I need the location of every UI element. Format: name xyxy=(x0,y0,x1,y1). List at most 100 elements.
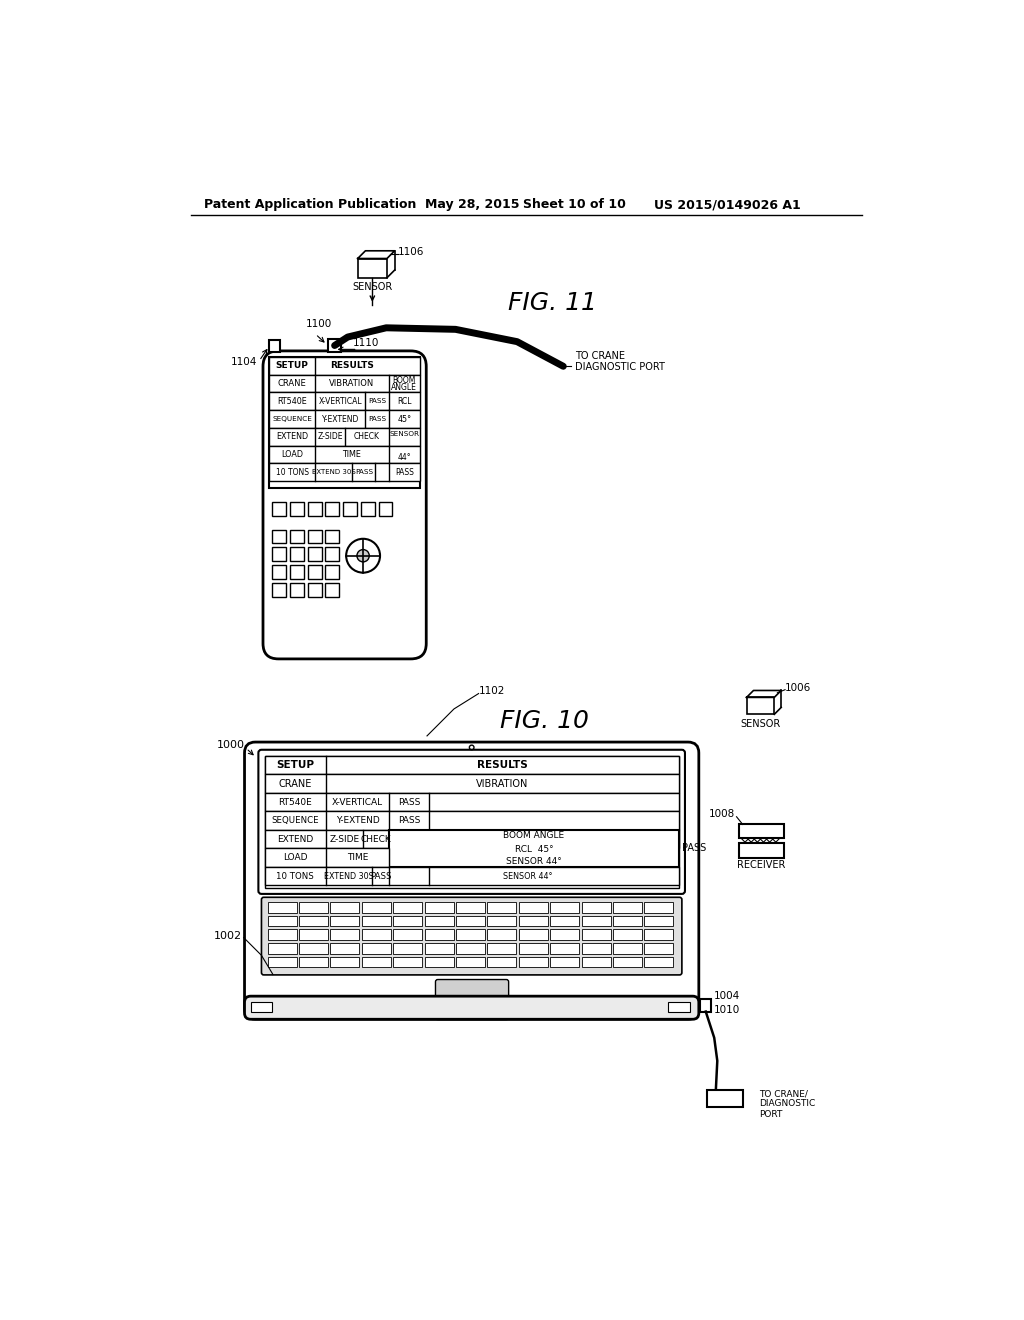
Bar xyxy=(582,902,610,912)
Bar xyxy=(272,502,286,516)
Text: US 2015/0149026 A1: US 2015/0149026 A1 xyxy=(654,198,801,211)
Bar xyxy=(264,867,679,886)
Bar xyxy=(326,565,339,578)
FancyBboxPatch shape xyxy=(435,979,509,1019)
Bar xyxy=(299,942,328,953)
Bar xyxy=(269,358,420,488)
Circle shape xyxy=(357,549,370,562)
Bar xyxy=(487,942,516,953)
Bar xyxy=(264,756,679,775)
Bar xyxy=(613,902,642,912)
Bar xyxy=(425,902,454,912)
Bar xyxy=(331,957,359,968)
Text: RESULTS: RESULTS xyxy=(477,760,527,770)
Text: RCL  45°: RCL 45° xyxy=(515,845,553,854)
Text: EXTEND: EXTEND xyxy=(278,834,313,843)
Bar xyxy=(331,942,359,953)
Bar xyxy=(343,502,357,516)
Bar xyxy=(264,830,679,849)
Text: RECEIVER: RECEIVER xyxy=(737,861,785,870)
FancyBboxPatch shape xyxy=(258,750,685,894)
Text: May 28, 2015: May 28, 2015 xyxy=(425,198,520,211)
Text: CRANE: CRANE xyxy=(279,779,312,788)
Bar xyxy=(519,957,548,968)
Bar xyxy=(389,830,679,867)
Bar xyxy=(393,929,422,940)
Text: PASS: PASS xyxy=(398,797,421,807)
Bar xyxy=(425,942,454,953)
Bar xyxy=(267,902,297,912)
Bar xyxy=(739,843,783,858)
Text: EXTEND 30S: EXTEND 30S xyxy=(312,469,355,475)
Bar xyxy=(326,582,339,597)
Text: BOOM: BOOM xyxy=(392,376,416,385)
Text: RT540E: RT540E xyxy=(279,797,312,807)
Text: CHECK: CHECK xyxy=(360,834,391,843)
Bar xyxy=(326,502,339,516)
Text: 1002: 1002 xyxy=(214,931,243,941)
Bar xyxy=(299,902,328,912)
Text: FIG. 10: FIG. 10 xyxy=(500,709,589,733)
Text: 1100: 1100 xyxy=(306,319,333,329)
Text: TO CRANE/
DIAGNOSTIC
PORT: TO CRANE/ DIAGNOSTIC PORT xyxy=(759,1089,815,1119)
FancyBboxPatch shape xyxy=(245,742,698,1019)
Bar xyxy=(269,375,420,392)
Text: SENSOR: SENSOR xyxy=(389,430,419,437)
Bar xyxy=(269,411,420,428)
Text: 1010: 1010 xyxy=(714,1005,740,1015)
Bar xyxy=(269,358,420,375)
Bar xyxy=(393,916,422,927)
Bar xyxy=(269,392,420,411)
Bar xyxy=(326,548,339,561)
Bar xyxy=(357,259,387,277)
Text: SENSOR: SENSOR xyxy=(740,718,780,729)
Bar xyxy=(269,446,420,463)
Text: Sheet 10 of 10: Sheet 10 of 10 xyxy=(523,198,626,211)
FancyBboxPatch shape xyxy=(245,997,698,1019)
Text: SEQUENCE: SEQUENCE xyxy=(271,816,319,825)
Text: TIME: TIME xyxy=(342,450,361,459)
Bar xyxy=(361,916,391,927)
Bar xyxy=(269,463,420,480)
Text: PASS: PASS xyxy=(354,469,373,475)
Text: CRANE: CRANE xyxy=(278,379,306,388)
Bar xyxy=(299,916,328,927)
Bar xyxy=(267,942,297,953)
Bar xyxy=(307,548,322,561)
Bar xyxy=(707,1090,743,1107)
Bar xyxy=(519,942,548,953)
Bar xyxy=(290,502,304,516)
Bar xyxy=(290,582,304,597)
FancyBboxPatch shape xyxy=(263,351,426,659)
Bar xyxy=(644,942,674,953)
Bar xyxy=(361,957,391,968)
Bar xyxy=(264,812,679,830)
Bar xyxy=(272,529,286,544)
FancyBboxPatch shape xyxy=(261,898,682,975)
Bar xyxy=(487,957,516,968)
Bar xyxy=(267,957,297,968)
Text: EXTEND: EXTEND xyxy=(276,432,308,441)
Text: PASS: PASS xyxy=(368,399,386,404)
Text: Y-EXTEND: Y-EXTEND xyxy=(322,414,359,424)
Text: PASS: PASS xyxy=(368,416,386,422)
Bar xyxy=(582,942,610,953)
Bar xyxy=(613,957,642,968)
Bar xyxy=(299,957,328,968)
Bar xyxy=(251,1002,272,1011)
Text: X-VERTICAL: X-VERTICAL xyxy=(318,397,362,405)
Bar xyxy=(269,341,280,352)
Text: CHECK: CHECK xyxy=(353,432,380,441)
Text: 45°: 45° xyxy=(397,414,412,424)
Bar xyxy=(487,902,516,912)
Bar xyxy=(361,929,391,940)
Bar xyxy=(361,902,391,912)
Bar xyxy=(264,849,389,867)
Text: BOOM ANGLE: BOOM ANGLE xyxy=(504,830,564,840)
Text: TO CRANE
DIAGNOSTIC PORT: TO CRANE DIAGNOSTIC PORT xyxy=(574,351,665,372)
Text: 10 TONS: 10 TONS xyxy=(276,871,314,880)
Bar xyxy=(582,916,610,927)
Text: VIBRATION: VIBRATION xyxy=(476,779,528,788)
Bar xyxy=(739,825,783,838)
Text: ANGLE: ANGLE xyxy=(391,383,417,392)
